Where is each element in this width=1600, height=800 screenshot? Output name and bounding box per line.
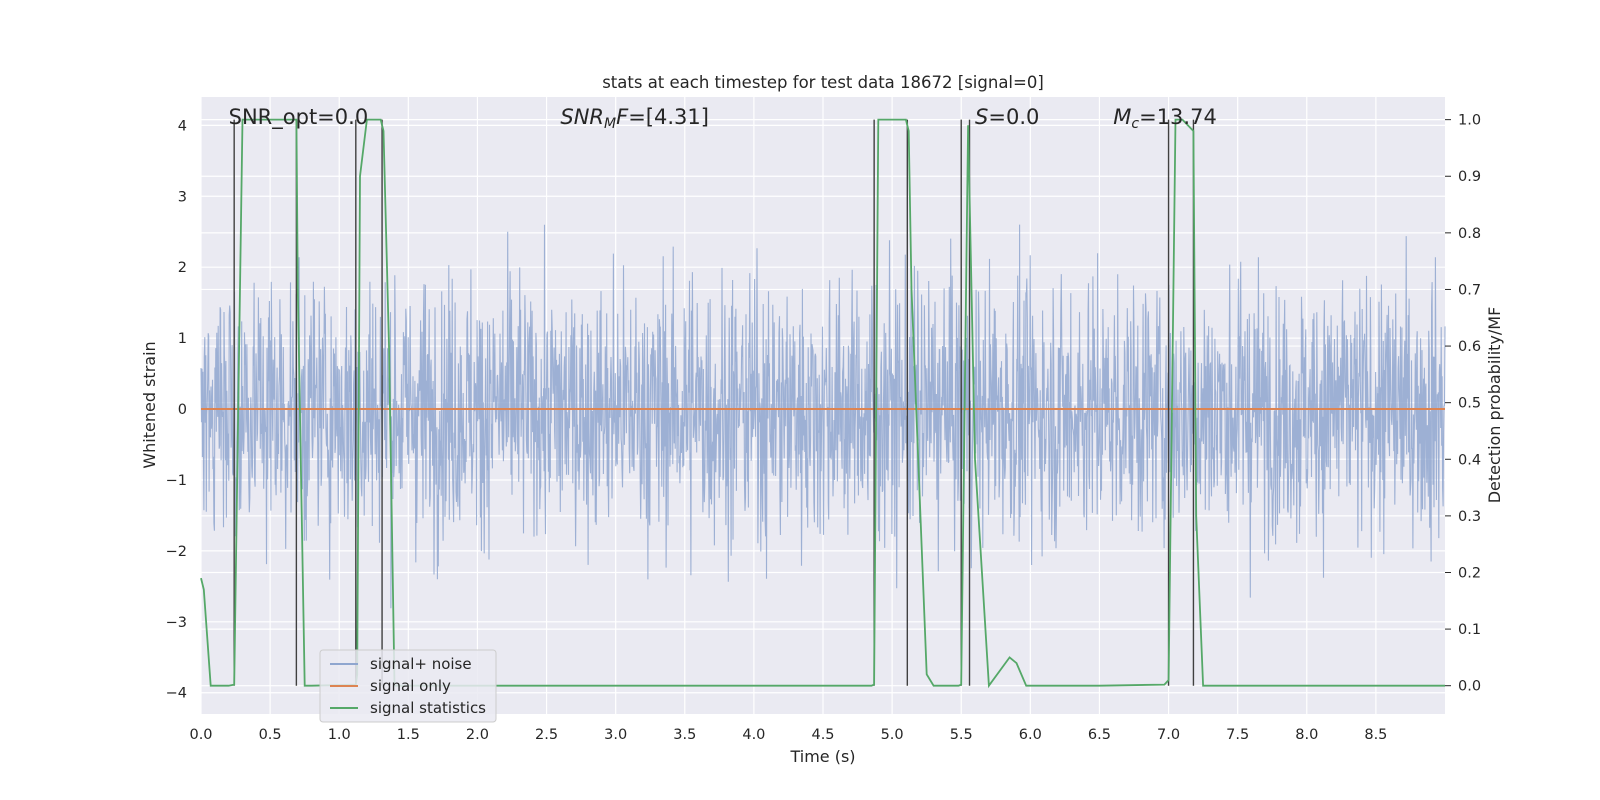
y-left-tick-label: 3: [178, 189, 187, 205]
x-axis-ticks: 0.0 0.5 1.0 1.5 2.0 2.5 3.0 3.5 4.0 4.5 5.0 5.5 6.0 6…: [189, 727, 1387, 743]
y-left-axis-label: Whitened strain: [140, 341, 159, 468]
y-left-tick-label: 4: [178, 118, 187, 134]
annotation-s-value: S=0.0: [975, 105, 1039, 129]
y-right-tick-label: 0.9: [1458, 169, 1481, 185]
y-left-tick-label: 1: [178, 331, 187, 347]
y-right-tick-label: 0.1: [1458, 622, 1481, 638]
x-tick-label: 2.0: [466, 727, 489, 743]
x-tick-label: 2.5: [535, 727, 558, 743]
y-right-axis-ticks: 1.0 0.9 0.8 0.7 0.6 0.5 0.4 0.3 0.2 0.1 0.0: [1445, 113, 1481, 695]
x-tick-label: 5.5: [950, 727, 973, 743]
x-tick-label: 7.5: [1226, 727, 1249, 743]
chart-title: stats at each timestep for test data 186…: [602, 73, 1044, 92]
annotation-snr-opt: SNR_opt=0.0: [229, 105, 369, 130]
x-tick-label: 0.0: [189, 727, 212, 743]
y-left-axis-ticks: 4 3 2 1 0 −1 −2 −3 −4: [166, 118, 187, 701]
y-left-tick-label: −4: [166, 686, 187, 702]
series-signal-noise: [200, 224, 1446, 609]
x-tick-label: 3.5: [673, 727, 696, 743]
legend-label-signal-noise: signal+ noise: [370, 655, 472, 673]
y-right-tick-label: 0.3: [1458, 509, 1481, 525]
annotation-snr-mf: SNRMF=[4.31]: [560, 105, 709, 132]
signal-noise-path: [200, 224, 1446, 609]
x-axis-label: Time (s): [789, 747, 855, 766]
x-tick-label: 1.0: [328, 727, 351, 743]
annotations: SNR_opt=0.0 SNRMF=[4.31] S=0.0 Mc=13.74: [229, 105, 1217, 132]
y-left-tick-label: −3: [166, 615, 187, 631]
y-left-tick-label: −2: [166, 544, 187, 560]
y-left-tick-label: 0: [178, 402, 187, 418]
x-tick-label: 7.0: [1157, 727, 1180, 743]
y-right-tick-label: 0.0: [1458, 679, 1481, 695]
y-right-tick-label: 0.7: [1458, 282, 1481, 298]
signal-statistics-path: [200, 118, 1445, 689]
x-tick-label: 6.5: [1088, 727, 1111, 743]
y-right-axis-label: Detection probability/MF: [1485, 307, 1504, 504]
y-right-tick-label: 0.5: [1458, 396, 1481, 412]
x-tick-label: 4.5: [811, 727, 834, 743]
legend-box: [319, 649, 497, 723]
legend-label-signal-only: signal only: [370, 677, 451, 695]
x-tick-label: 6.0: [1019, 727, 1042, 743]
x-tick-label: 4.0: [742, 727, 765, 743]
x-tick-label: 8.5: [1364, 727, 1387, 743]
y-left-tick-label: 2: [178, 260, 187, 276]
x-tick-label: 8.0: [1295, 727, 1318, 743]
y-right-tick-label: 1.0: [1458, 113, 1481, 129]
annotation-mc-value: Mc=13.74: [1113, 105, 1217, 132]
x-tick-label: 3.0: [604, 727, 627, 743]
y-right-tick-label: 0.6: [1458, 339, 1481, 355]
x-tick-label: 5.0: [881, 727, 904, 743]
legend-label-signal-statistics: signal statistics: [370, 699, 486, 717]
x-tick-label: 0.5: [259, 727, 282, 743]
legend: signal+ noise signal only signal statist…: [319, 649, 497, 723]
x-tick-label: 1.5: [397, 727, 420, 743]
y-left-tick-label: −1: [166, 473, 187, 489]
y-right-tick-label: 0.8: [1458, 226, 1481, 242]
series-signal-statistics: [200, 118, 1445, 689]
y-right-tick-label: 0.4: [1458, 452, 1481, 468]
y-right-tick-label: 0.2: [1458, 565, 1481, 581]
